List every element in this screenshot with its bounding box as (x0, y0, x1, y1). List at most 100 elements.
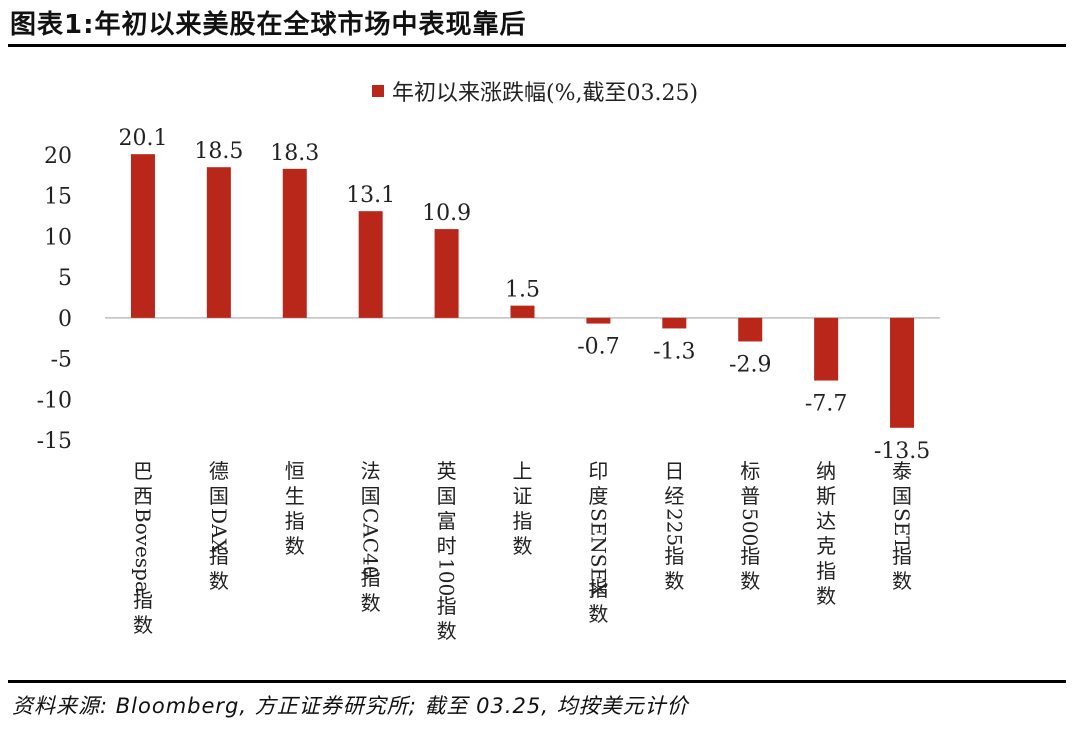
x-category-label-part: 恒 (285, 459, 305, 483)
x-category-label-part: 西 (133, 484, 153, 508)
bar (358, 211, 383, 318)
data-label: 20.1 (118, 126, 167, 151)
bar (434, 229, 459, 318)
x-category-label-part: 国 (361, 484, 381, 508)
y-tick-label: 5 (58, 266, 72, 291)
x-category-label-part: Bovespa (131, 508, 155, 593)
data-label: -2.9 (729, 352, 771, 377)
x-category-label-part: 指 (588, 577, 608, 601)
x-category-label-part: 法 (361, 459, 381, 483)
x-category-label-part: SET (890, 508, 914, 550)
x-category-label-part: 证 (513, 484, 533, 508)
x-category-label-part: 数 (133, 613, 153, 637)
bar (130, 154, 155, 318)
bar (586, 317, 611, 324)
data-label: 10.9 (422, 201, 471, 226)
legend-swatch (372, 85, 384, 97)
x-category-label-part: 克 (816, 534, 836, 558)
data-label: 1.5 (505, 278, 540, 303)
data-label: -7.7 (805, 392, 847, 417)
x-category-label-part: 英 (437, 459, 457, 483)
x-category-label-part: 度 (588, 484, 608, 508)
x-category-label-part: 数 (285, 534, 305, 558)
x-category-label-part: 500 (738, 508, 762, 546)
y-tick-label: 10 (44, 225, 72, 250)
x-category-label-part: 普 (740, 484, 760, 508)
x-category-label-part: SENSEX (586, 508, 610, 597)
x-category-label-part: 指 (740, 544, 760, 568)
x-category-label-part: 100 (435, 558, 459, 596)
title-divider (8, 44, 1066, 47)
x-category-label-part: 纳 (816, 459, 836, 483)
x-category-label-part: 数 (740, 569, 760, 593)
data-label: -13.5 (874, 439, 930, 464)
x-category-label-part: 富 (437, 509, 457, 533)
data-label: 18.3 (270, 141, 319, 166)
x-category-label-part: 国 (209, 484, 229, 508)
x-category-label-part: 经 (664, 484, 684, 508)
x-category-label-part: CAC40 (359, 508, 383, 579)
bar (510, 305, 535, 318)
bar (890, 317, 915, 428)
x-category-label-part: 225 (662, 508, 686, 546)
x-category-label-part: 泰 (892, 459, 912, 483)
data-label: -0.7 (577, 335, 619, 360)
x-category-label-part: 指 (285, 509, 305, 533)
bar (206, 167, 231, 318)
x-category-label-part: 指 (361, 566, 381, 590)
x-category-label-part: 指 (892, 544, 912, 568)
source-divider (8, 680, 1066, 683)
y-tick-label: 15 (44, 185, 72, 210)
x-category-label-part: 数 (513, 534, 533, 558)
x-category-label-part: 生 (285, 484, 305, 508)
bar (814, 317, 839, 381)
x-category-label-part: 国 (437, 484, 457, 508)
x-category-label-part: 标 (740, 459, 760, 483)
x-category-label-part: 数 (892, 569, 912, 593)
x-category-label-part: 国 (892, 484, 912, 508)
figure-title: 图表1:年初以来美股在全球市场中表现靠后 (10, 10, 527, 40)
x-category-label-part: 数 (664, 569, 684, 593)
legend-label: 年初以来涨跌幅(%,截至03.25) (392, 81, 698, 106)
x-category-label-part: 指 (664, 544, 684, 568)
y-tick-label: -15 (37, 429, 72, 454)
bar (662, 317, 687, 329)
x-category-label-part: 时 (437, 534, 457, 558)
data-label: -1.3 (653, 339, 695, 364)
x-category-label-part: DAX (207, 508, 231, 553)
x-category-label-part: 指 (209, 544, 229, 568)
x-category-label-part: 数 (437, 619, 457, 643)
x-category-label-part: 斯 (816, 484, 836, 508)
bar-chart: 年初以来涨跌幅(%,截至03.25) 20 15 10 5 0 -5 -10 -15 20.1 巴西… (37, 81, 940, 643)
y-tick-label: -5 (51, 348, 72, 373)
y-tick-label: 0 (58, 307, 72, 332)
bar (738, 317, 763, 342)
x-category-label-part: 巴 (133, 459, 153, 483)
x-category-label-part: 指 (133, 588, 153, 612)
x-category-label-part: 印 (588, 459, 608, 483)
data-label: 18.5 (194, 139, 243, 164)
x-category-label-part: 德 (209, 459, 229, 483)
x-category-label-part: 指 (437, 594, 457, 618)
x-category-label-part: 数 (209, 569, 229, 593)
x-category-label-part: 上 (513, 459, 533, 483)
source-note: 资料来源: Bloomberg, 方正证券研究所; 截至 03.25, 均按美元… (12, 694, 689, 718)
x-category-label-part: 数 (816, 584, 836, 608)
y-tick-label: 20 (44, 144, 72, 169)
x-category-label-part: 指 (513, 509, 533, 533)
x-category-label-part: 日 (664, 459, 684, 483)
bar (282, 168, 307, 318)
x-category-label-part: 数 (361, 591, 381, 615)
x-category-label-part: 数 (588, 602, 608, 626)
data-label: 13.1 (346, 183, 395, 208)
